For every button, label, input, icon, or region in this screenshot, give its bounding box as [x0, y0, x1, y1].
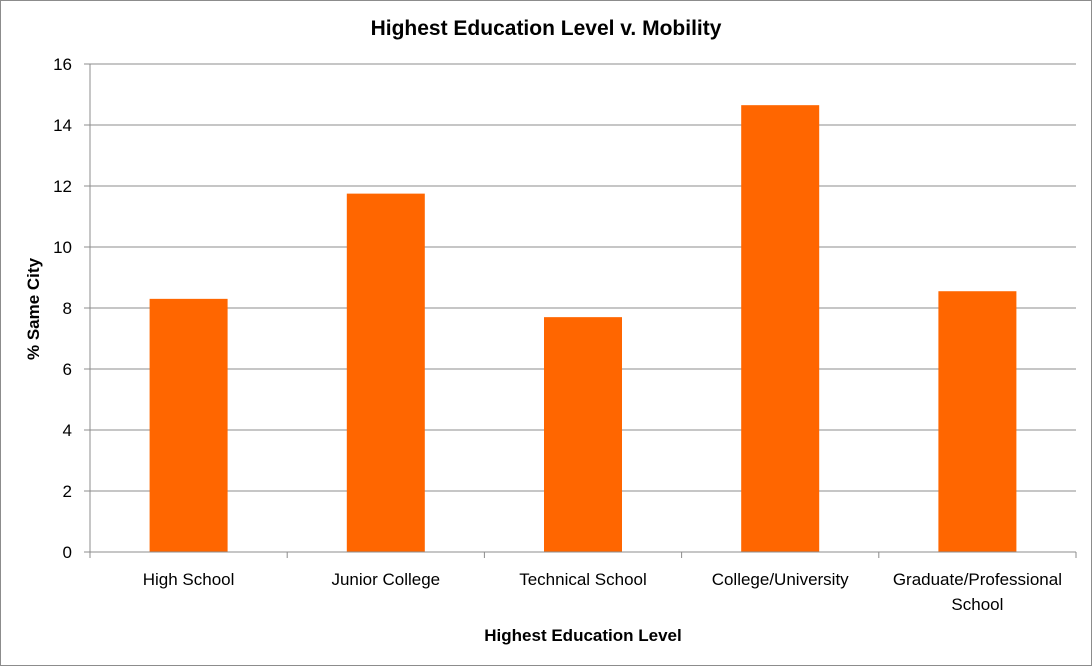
y-tick-label: 0: [63, 543, 72, 562]
bar: [346, 193, 425, 552]
y-axis-title: % Same City: [24, 257, 43, 360]
x-category-labels: High School Junior College Technical Schoo…: [143, 570, 1062, 614]
x-axis-title: Highest Education Level: [484, 626, 681, 645]
x-category-label: Junior College: [331, 570, 440, 589]
bar: [149, 298, 228, 552]
y-tick-label: 16: [53, 55, 72, 74]
y-tick-label: 2: [63, 482, 72, 501]
chart-title: Highest Education Level v. Mobility: [371, 17, 722, 40]
y-tick-label: 4: [63, 421, 72, 440]
y-tick-label: 12: [53, 177, 72, 196]
y-tick-label: 8: [63, 299, 72, 318]
axes: [84, 63, 1077, 558]
x-category-label: College/University: [712, 570, 849, 589]
x-category-label: High School: [143, 570, 235, 589]
x-category-label: Technical School: [519, 570, 647, 589]
bar: [938, 291, 1017, 552]
bar: [741, 105, 820, 553]
y-tick-label: 6: [63, 360, 72, 379]
y-tick-label: 14: [53, 116, 72, 135]
y-tick-labels: 0 2 4 6 8 10 12 14 16: [53, 55, 72, 562]
bars: [149, 105, 1017, 553]
y-tick-label: 10: [53, 238, 72, 257]
x-category-label: Graduate/Professional School: [893, 570, 1062, 614]
bar: [544, 317, 622, 552]
